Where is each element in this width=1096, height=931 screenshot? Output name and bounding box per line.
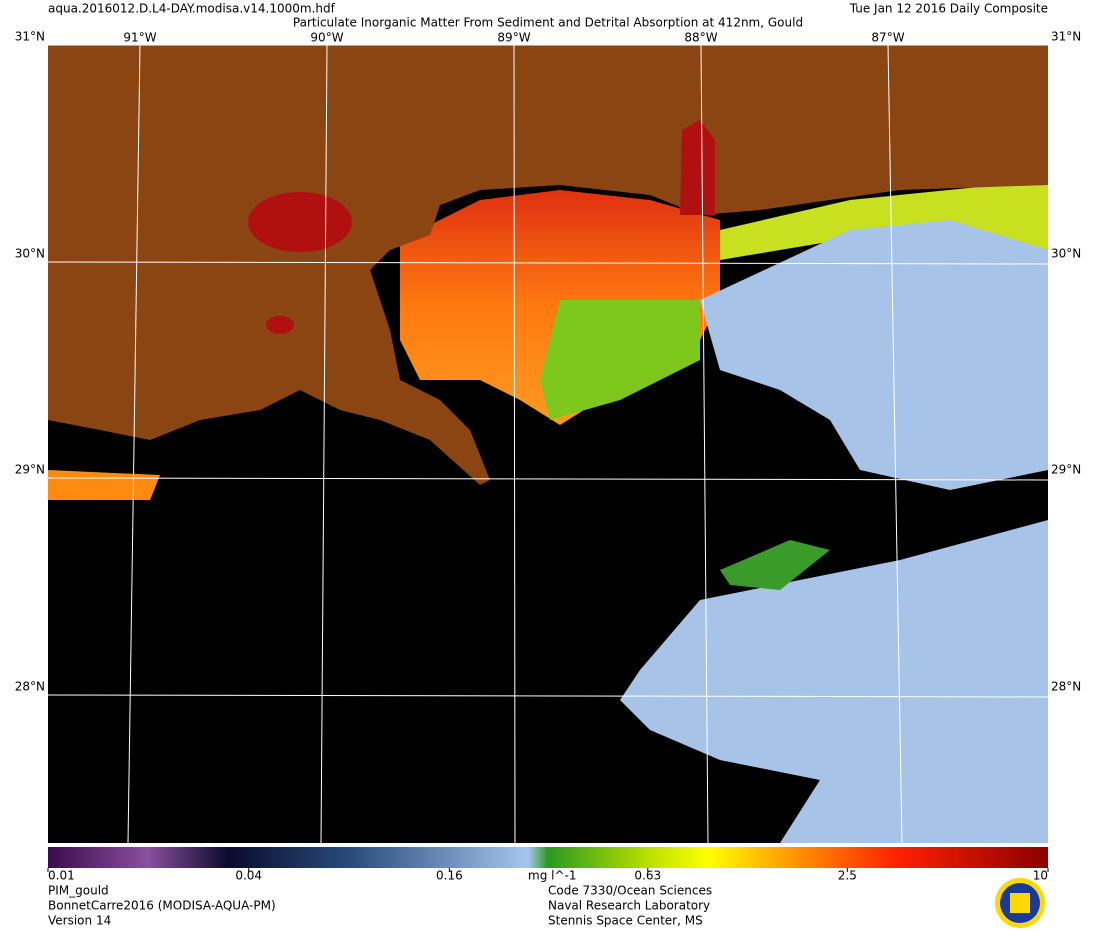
lat-label: 31°N — [15, 30, 45, 44]
lat-label: 28°N — [1051, 680, 1081, 694]
date: Tue Jan 12 2016 Daily Composite — [849, 2, 1048, 16]
lat-label: 29°N — [15, 463, 45, 477]
lon-label: 91°W — [123, 31, 156, 45]
colorbar-tick-label: 0.04 — [235, 869, 262, 883]
colorbar-unit: mg l^-1 — [528, 869, 576, 883]
footer-left: BonnetCarre2016 (MODISA-AQUA-PM) — [48, 899, 276, 913]
lon-label: 88°W — [684, 31, 717, 45]
colorbar-tick-label: 0.63 — [634, 869, 661, 883]
footer-right: Stennis Space Center, MS — [548, 914, 703, 928]
lat-label: 30°N — [1051, 247, 1081, 261]
lat-label: 30°N — [15, 247, 45, 261]
colorbar-tick-label: 0.01 — [48, 869, 75, 883]
map-image — [48, 45, 1048, 843]
footer-left: Version 14 — [48, 914, 111, 928]
colorbar-tick-label: 10 — [1033, 869, 1048, 883]
logo — [995, 878, 1045, 928]
file-name: aqua.2016012.D.L4-DAY.modisa.v14.1000m.h… — [48, 2, 336, 16]
colorbar — [48, 847, 1048, 868]
footer-right: Code 7330/Ocean Sciences — [548, 884, 712, 898]
lat-label: 28°N — [15, 680, 45, 694]
lon-label: 89°W — [497, 31, 530, 45]
colorbar-tick-label: 0.16 — [436, 869, 463, 883]
colorbar-tick-label: 2.5 — [838, 869, 857, 883]
lat-label: 29°N — [1051, 463, 1081, 477]
footer-left: PIM_gould — [48, 884, 109, 898]
footer-right: Naval Research Laboratory — [548, 899, 710, 913]
map-title: Particulate Inorganic Matter From Sedime… — [293, 16, 803, 30]
lat-label: 31°N — [1051, 30, 1081, 44]
lon-label: 90°W — [310, 31, 343, 45]
lon-label: 87°W — [871, 31, 904, 45]
